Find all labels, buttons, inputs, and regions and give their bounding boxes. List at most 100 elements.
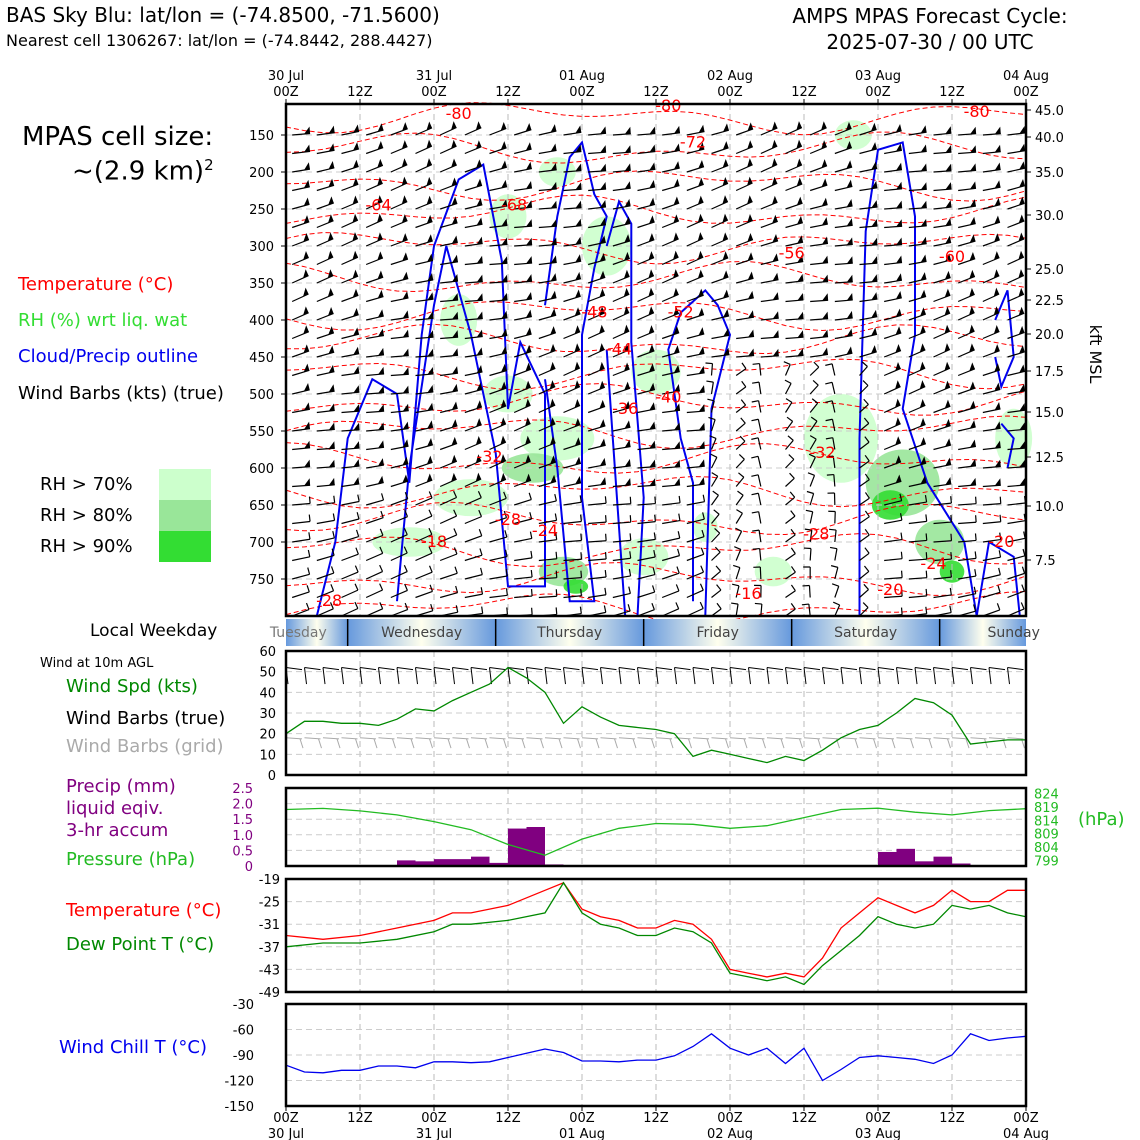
wind-barb-shaft <box>1007 484 1026 488</box>
wind-barb-flag <box>352 288 359 298</box>
wind-barb-shaft <box>710 438 717 450</box>
wind-barb-flag <box>648 363 655 372</box>
wind-barb-flag <box>574 289 581 298</box>
wind-barb <box>883 474 902 488</box>
wind-barb <box>612 234 631 247</box>
day-band <box>791 619 940 646</box>
wind-barb <box>637 287 655 303</box>
wind-barb <box>291 602 310 617</box>
wind-barb-shaft <box>809 530 813 543</box>
wind-barb <box>316 326 335 340</box>
wind-barb-flag <box>451 121 457 131</box>
wind-barb-flag <box>723 289 729 299</box>
wind-barb-true <box>840 667 858 685</box>
wind-barb <box>637 514 656 525</box>
wind-barb <box>803 566 811 580</box>
wind-barb-flag <box>747 140 753 149</box>
wind-barb-feather <box>700 565 705 573</box>
wind-barb-flag <box>871 237 878 246</box>
wind-barb <box>1007 232 1025 247</box>
wind-barb-flag <box>920 272 927 281</box>
kft-tick-label: 15.0 <box>1035 406 1064 421</box>
wind-barb-feather <box>997 585 1001 593</box>
wind-barb <box>587 361 605 377</box>
wind-barb-shaft <box>711 334 730 340</box>
barb-shaft <box>322 737 340 740</box>
precip-bar <box>878 851 897 866</box>
wind-barb-feather <box>354 583 359 591</box>
wind-barb-flag <box>599 457 606 466</box>
wind-barb-shaft <box>711 257 729 266</box>
wind-barb-shaft <box>538 207 557 210</box>
wind-barb <box>662 459 681 469</box>
barb-feather <box>743 738 748 749</box>
wind-barb-shaft <box>808 604 811 617</box>
wind-barb-flag <box>1018 325 1025 335</box>
wind-barb-shaft <box>834 127 852 136</box>
wind-barb-flag <box>525 309 532 318</box>
temperature-label: -20 <box>877 580 903 599</box>
wind-barb-shaft <box>316 484 335 488</box>
wind-barb-shaft <box>1007 220 1025 229</box>
wind-barb-flag <box>451 216 458 225</box>
barb-feather <box>470 667 474 685</box>
wind-barb-shaft <box>736 277 754 284</box>
wind-barb <box>783 361 791 376</box>
kft-tick-label: 25.0 <box>1035 263 1064 278</box>
wind-barb-shaft <box>341 518 360 525</box>
wind-barb-feather <box>653 550 656 558</box>
wind-barb-flag <box>797 292 804 301</box>
wind-barb-flag <box>378 440 385 449</box>
wind-barb <box>538 474 557 488</box>
wind-barb <box>563 289 581 303</box>
wind-barb <box>785 348 804 358</box>
legend-wind-barbs-grid: Wind Barbs (grid) <box>66 736 224 757</box>
wind-barb <box>802 584 811 598</box>
wind-barb <box>686 441 705 451</box>
wind-barb-flag <box>697 213 704 223</box>
top-hour-label: 00Z <box>273 85 299 100</box>
barb-shaft <box>600 667 617 671</box>
wind-barb <box>711 213 729 229</box>
isotherm <box>285 501 1027 536</box>
rh70-swatch <box>159 469 211 500</box>
wind-barb-feather <box>580 533 583 541</box>
wind-barb <box>834 140 853 155</box>
wind-barb <box>612 306 630 321</box>
wind-barb-true <box>877 667 895 685</box>
wind-barb-flag <box>944 288 951 298</box>
wind-barb-shaft <box>588 259 606 266</box>
wind-barb-shaft <box>758 530 762 543</box>
wind-barb <box>711 602 722 617</box>
wind-barb <box>563 218 582 229</box>
barb-shaft <box>304 737 321 740</box>
wind-barb-shaft <box>982 239 1000 247</box>
wind-barb-flag <box>476 418 482 427</box>
wind-barb-flag <box>426 214 433 224</box>
wind-barb-feather <box>949 587 952 596</box>
wind-barb <box>489 588 508 599</box>
top-hour-label: 12Z <box>495 85 521 100</box>
barb-feather <box>766 667 770 685</box>
wind-barb-shaft <box>933 502 952 506</box>
wind-barb <box>661 269 679 284</box>
wind-barb-flag <box>501 256 508 264</box>
wind-barb-flag <box>698 385 705 393</box>
wind-barb-flag <box>993 306 1000 316</box>
wind-barb-shaft <box>341 571 359 580</box>
wind-barb-flag <box>969 216 976 225</box>
wind-barb <box>982 197 1001 210</box>
wind-barb-shaft <box>883 367 901 377</box>
wind-barb <box>661 584 680 599</box>
wind-barb <box>711 141 729 155</box>
wind-barb-shaft <box>291 591 310 599</box>
wind-barb <box>662 422 681 432</box>
wind-barb-flag <box>698 477 705 485</box>
wind-barb <box>785 139 803 155</box>
wind-barb-shaft <box>365 534 384 543</box>
wind-barb-feather <box>677 548 681 556</box>
wind-barb-feather <box>403 564 408 572</box>
wind-barb-shaft <box>884 149 902 155</box>
wind-barb-flag <box>920 200 927 209</box>
wind-barb-true <box>785 667 802 685</box>
